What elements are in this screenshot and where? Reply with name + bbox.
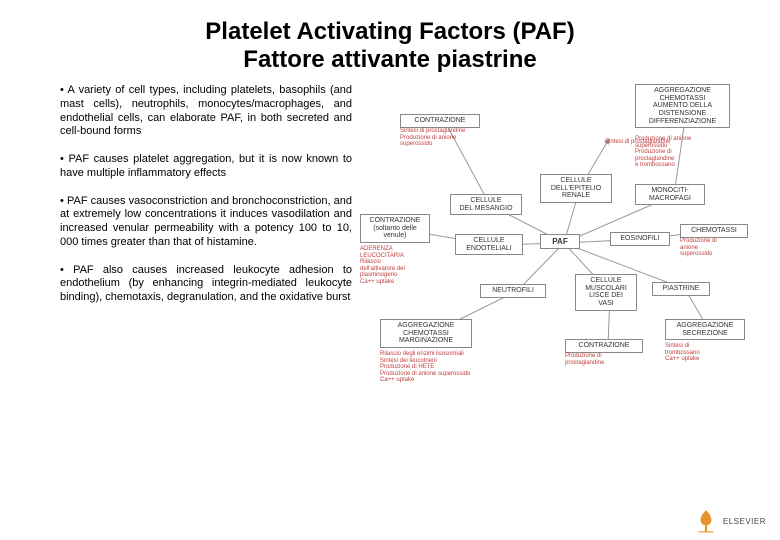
diagram-node-sub: Produzione diprostaglandine — [565, 353, 655, 366]
diagram-node: CELLULEDEL MESANGIO — [450, 194, 522, 215]
diagram-node-sub: Rilascio degli enzimi lisosomialiSintesi… — [380, 351, 472, 384]
diagram-node: CONTRAZIONE — [565, 339, 643, 353]
logo-text: ELSEVIER — [723, 517, 766, 526]
diagram-node: CELLULEMUSCOLARILISCE DEIVASI — [575, 274, 637, 311]
paragraph: • PAF causes platelet aggregation, but i… — [60, 153, 352, 181]
title-line-1: Platelet Activating Factors (PAF) — [0, 18, 780, 46]
diagram-node: CELLULEENDOTELIALI — [455, 234, 523, 255]
paragraph: • PAF also causes increased leukocyte ad… — [60, 264, 352, 305]
diagram-node-sub: Sintesi di prostaglandineProduzione di a… — [400, 128, 490, 148]
publisher-logo: ELSEVIER — [693, 508, 766, 534]
title-block: Platelet Activating Factors (PAF) Fattor… — [0, 0, 780, 84]
text-column: • A variety of cell types, including pla… — [60, 84, 360, 424]
diagram-node-sub: Produzione dianionesuperossido — [680, 238, 770, 258]
content-row: • A variety of cell types, including pla… — [0, 84, 780, 424]
diagram-node: CONTRAZIONE — [400, 114, 480, 128]
paragraph: • A variety of cell types, including pla… — [60, 84, 352, 139]
diagram-node: AGGREGAZIONECHEMOTASSIMARGINAZIONE — [380, 319, 472, 348]
diagram-node: CHEMOTASSI — [680, 224, 748, 238]
diagram-node: CONTRAZIONE(soltanto dellevenule) — [360, 214, 430, 243]
title-line-2: Fattore attivante piastrine — [0, 46, 780, 74]
diagram-node: AGGREGAZIONECHEMOTASSIAUMENTO DELLADISTE… — [635, 84, 730, 128]
diagram-node: EOSINOFILI — [610, 232, 670, 246]
paragraph: • PAF causes vasoconstriction and bronch… — [60, 195, 352, 250]
diagram-node: PIASTRINE — [652, 282, 710, 296]
paf-diagram: PAFCONTRAZIONESintesi di prostaglandineP… — [368, 84, 760, 424]
diagram-node: AGGREGAZIONESECREZIONE — [665, 319, 745, 340]
diagram-node-sub: ADERENZALEUCOCITARIARilasciodell'attivat… — [360, 246, 450, 286]
diagram-node-sub: Sintesi di prostaglandine — [605, 139, 695, 146]
diagram-node: CELLULEDELL'EPITELIORENALE — [540, 174, 612, 203]
diagram-node: MONOCITI-MACROFAGI — [635, 184, 705, 205]
diagram-node-sub: Sintesi ditrombossanoCa++ uptake — [665, 343, 755, 363]
tree-icon — [693, 508, 719, 534]
diagram-center-node: PAF — [540, 234, 580, 249]
diagram-node: NEUTROFILI — [480, 284, 546, 298]
diagram-column: PAFCONTRAZIONESintesi di prostaglandineP… — [360, 84, 760, 424]
